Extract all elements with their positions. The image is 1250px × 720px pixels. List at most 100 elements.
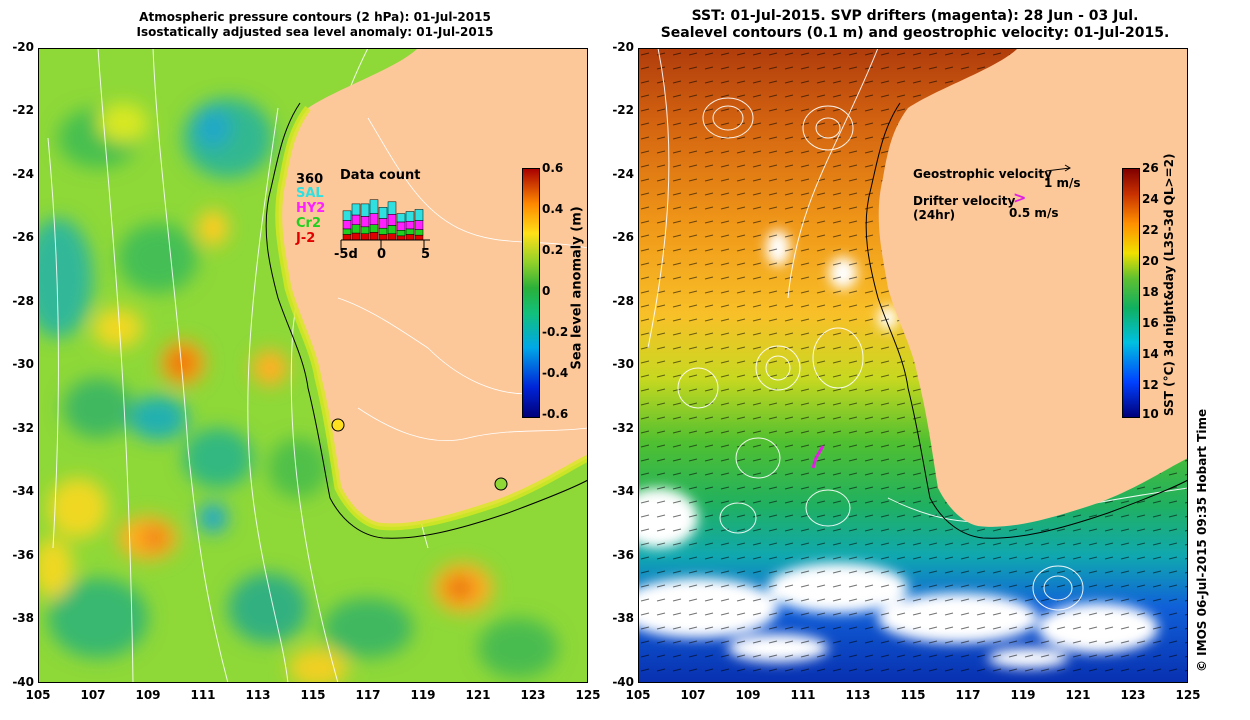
- right-xtick: 105: [625, 688, 651, 702]
- sst-colorbar: [1122, 168, 1140, 418]
- right-ytick: -36: [612, 548, 634, 562]
- data-count-bar-segment: [387, 225, 397, 235]
- left-ytick: -26: [12, 230, 34, 244]
- data-count-bar-segment: [405, 211, 415, 222]
- sla-cb-tick: -0.2: [542, 325, 569, 339]
- drifter-tracks: [811, 445, 825, 469]
- data-count-bar-segment: [414, 220, 424, 230]
- state-borders: [337, 117, 588, 442]
- data-count-bar-segment: [360, 216, 370, 228]
- sla-cb-tick: 0.6: [542, 161, 564, 175]
- left-xtick: 123: [520, 688, 546, 702]
- sla-anomaly-field: [38, 98, 558, 683]
- data-count-bar-segment: [396, 213, 406, 223]
- sla-cb-tick: -0.4: [542, 366, 569, 380]
- data-count-bar-segment: [387, 233, 397, 241]
- sst-cb-tick: 14: [1142, 347, 1159, 361]
- data-count-bar-segment: [360, 203, 370, 217]
- right-title-line1: SST: 01-Jul-2015. SVP drifters (magenta)…: [691, 8, 1139, 24]
- data-count-bar-segment: [342, 210, 352, 221]
- right-ytick: -26: [612, 230, 634, 244]
- right-ytick: -38: [612, 611, 634, 625]
- right-ytick: -24: [612, 167, 634, 181]
- sealevel-contours: [647, 48, 1188, 611]
- left-ytick: -20: [12, 40, 34, 54]
- left-ytick: -34: [12, 484, 34, 498]
- left-ytick: -36: [12, 548, 34, 562]
- left-xtick: 121: [465, 688, 491, 702]
- right-ytick: -28: [612, 294, 634, 308]
- data-count-bar-segment: [342, 220, 352, 230]
- sla-cb-tick: -0.6: [542, 407, 569, 421]
- sla-cb-tick: 0.2: [542, 243, 564, 257]
- geostrophic-velocity-label: Geostrophic velocity: [913, 167, 1052, 181]
- data-count-inset: [340, 199, 430, 250]
- right-xtick: 121: [1065, 688, 1091, 702]
- right-xtick: 109: [735, 688, 761, 702]
- right-xtick: 125: [1175, 688, 1201, 702]
- left-ytick: -22: [12, 103, 34, 117]
- data-count-sat-2: HY2: [296, 201, 326, 216]
- left-ytick: -28: [12, 294, 34, 308]
- data-count-bar-segment: [378, 207, 388, 219]
- sst-cb-tick: 18: [1142, 285, 1159, 299]
- data-count-bar-segment: [369, 224, 379, 233]
- data-count-bar-segment: [414, 209, 424, 221]
- right-ytick: -22: [612, 103, 634, 117]
- data-count-bar-segment: [369, 213, 379, 225]
- sst-cb-tick: 20: [1142, 254, 1159, 268]
- data-count-bar-segment: [369, 199, 379, 214]
- data-count-bar-segment: [351, 214, 361, 225]
- sst-cb-tick: 10: [1142, 407, 1159, 421]
- right-ytick: -32: [612, 421, 634, 435]
- left-panel-title: Atmospheric pressure contours (2 hPa): 0…: [40, 10, 590, 40]
- left-ytick: -40: [12, 675, 34, 689]
- right-ytick: -30: [612, 357, 634, 371]
- data-count-sat-3: Cr2: [296, 216, 321, 231]
- drifter-velocity-label: Drifter velocity: [913, 194, 1016, 208]
- data-count-bar-segment: [369, 232, 379, 241]
- sst-cb-tick: 12: [1142, 378, 1159, 392]
- data-count-bar-segment: [396, 230, 406, 237]
- drifter-velocity-sublabel: (24hr): [913, 208, 956, 222]
- right-title-line2: Sealevel contours (0.1 m) and geostrophi…: [660, 25, 1170, 41]
- left-ytick: -32: [12, 421, 34, 435]
- data-count-bar-segment: [351, 232, 361, 241]
- right-xtick: 117: [955, 688, 981, 702]
- left-ytick: -30: [12, 357, 34, 371]
- data-count-bar-segment: [378, 234, 388, 241]
- data-count-xtick-1: -5d: [334, 247, 358, 262]
- left-title-line1: Atmospheric pressure contours (2 hPa): 0…: [139, 10, 491, 24]
- left-ytick: -38: [12, 611, 34, 625]
- data-count-xtick-2: 0: [377, 247, 387, 262]
- geostrophic-velocity-scale: 1 m/s: [1044, 176, 1081, 190]
- data-count-bar-segment: [351, 203, 361, 216]
- right-xtick: 111: [790, 688, 816, 702]
- left-xtick: 125: [575, 688, 601, 702]
- left-xtick: 109: [135, 688, 161, 702]
- left-xtick: 115: [300, 688, 326, 702]
- left-title-line2: Isostatically adjusted sea level anomaly…: [136, 25, 494, 39]
- left-xtick: 107: [80, 688, 106, 702]
- data-count-bar-segment: [387, 214, 397, 226]
- data-count-bar-segment: [405, 221, 415, 230]
- sla-land: [278, 48, 588, 527]
- right-panel-title: SST: 01-Jul-2015. SVP drifters (magenta)…: [640, 8, 1190, 42]
- right-xtick: 113: [845, 688, 871, 702]
- data-count-bar-segment: [396, 221, 406, 231]
- data-count-bar-segment: [351, 224, 361, 234]
- right-ytick: -20: [612, 40, 634, 54]
- data-count-bar-segment: [405, 228, 415, 235]
- data-count-bar-segment: [405, 234, 415, 241]
- data-count-bar-segment: [342, 234, 352, 241]
- data-count-bar-segment: [414, 229, 424, 236]
- data-count-bar-segment: [396, 235, 406, 241]
- right-xtick: 123: [1120, 688, 1146, 702]
- sla-colorbar-label: Sea level anomaly (m): [569, 206, 585, 370]
- data-count-bar-segment: [387, 201, 397, 215]
- sst-colorbar-label: SST (°C) 3d night&day (L3S-3d QL>=2): [1162, 153, 1176, 417]
- data-count-title: Data count: [340, 168, 421, 183]
- data-count-bar-segment: [360, 226, 370, 235]
- right-ytick: -40: [612, 675, 634, 689]
- left-xtick: 111: [190, 688, 216, 702]
